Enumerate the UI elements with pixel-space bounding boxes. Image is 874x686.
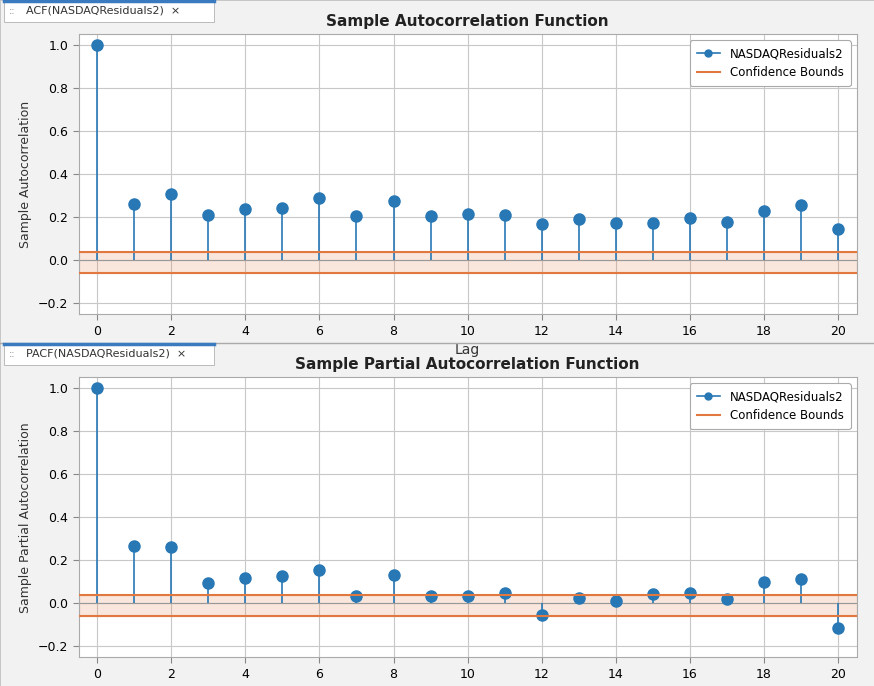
Bar: [79, 252, 857, 273]
Y-axis label: Sample Partial Autocorrelation: Sample Partial Autocorrelation: [19, 422, 32, 613]
Bar: [79, 595, 857, 616]
Y-axis label: Sample Autocorrelation: Sample Autocorrelation: [19, 101, 32, 248]
Text: ::: ::: [9, 349, 15, 359]
Title: Sample Partial Autocorrelation Function: Sample Partial Autocorrelation Function: [295, 357, 640, 372]
Title: Sample Autocorrelation Function: Sample Autocorrelation Function: [326, 14, 609, 29]
Text: PACF(NASDAQResiduals2)  ×: PACF(NASDAQResiduals2) ×: [26, 349, 186, 359]
X-axis label: Lag: Lag: [455, 343, 480, 357]
Text: ACF(NASDAQResiduals2)  ×: ACF(NASDAQResiduals2) ×: [26, 6, 180, 16]
Legend: NASDAQResiduals2, Confidence Bounds: NASDAQResiduals2, Confidence Bounds: [690, 383, 850, 429]
Legend: NASDAQResiduals2, Confidence Bounds: NASDAQResiduals2, Confidence Bounds: [690, 40, 850, 86]
Text: ::: ::: [9, 6, 15, 16]
